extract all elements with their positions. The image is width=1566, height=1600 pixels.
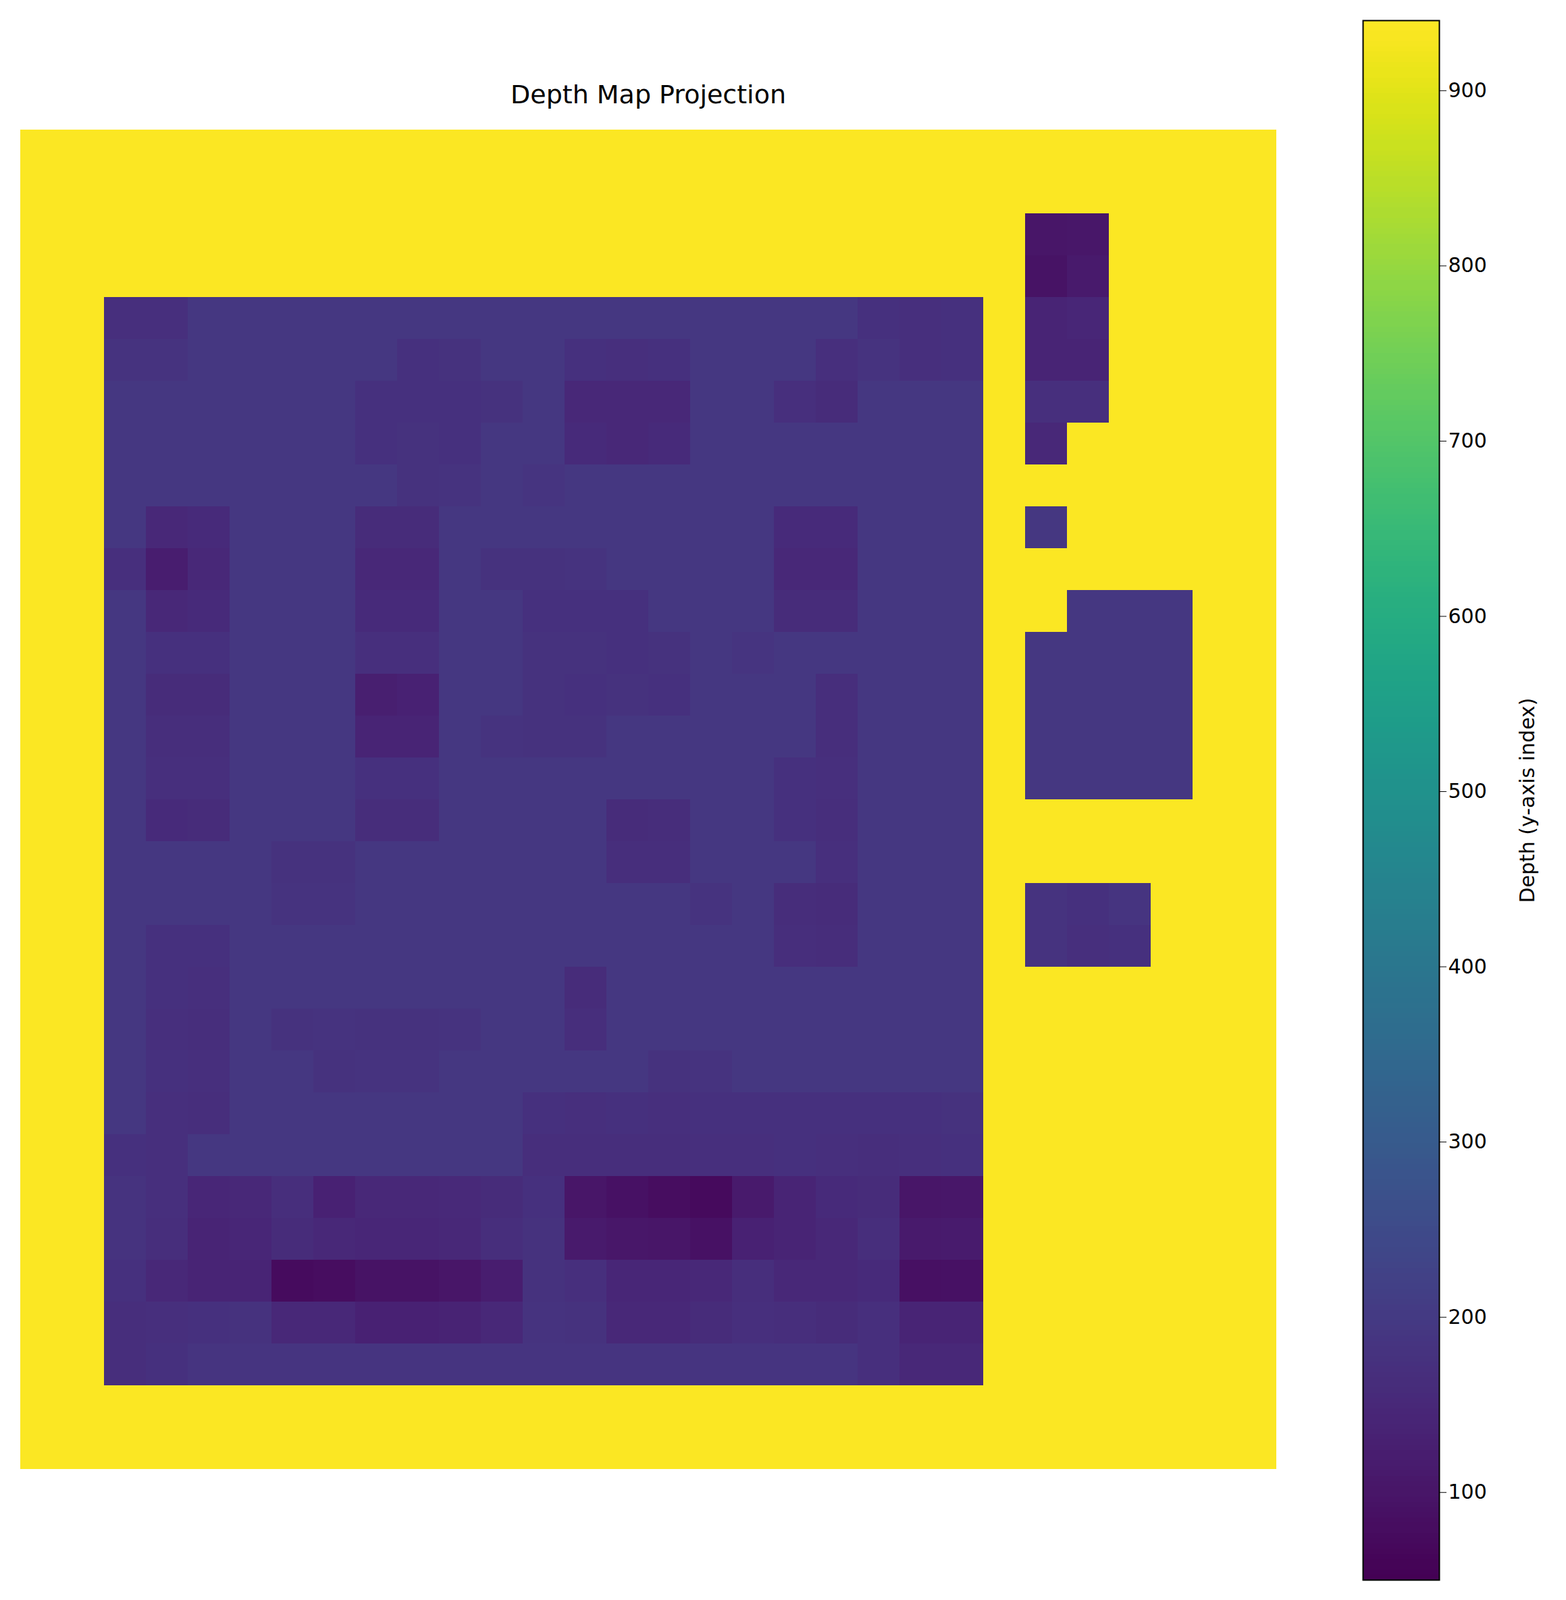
svg-text:300: 300 bbox=[1448, 1129, 1487, 1154]
svg-text:900: 900 bbox=[1448, 78, 1487, 102]
svg-text:200: 200 bbox=[1448, 1305, 1487, 1329]
svg-text:400: 400 bbox=[1448, 954, 1487, 979]
svg-text:700: 700 bbox=[1448, 428, 1487, 453]
svg-text:Depth (y-axis index): Depth (y-axis index) bbox=[1515, 697, 1539, 903]
svg-text:100: 100 bbox=[1448, 1480, 1487, 1504]
svg-text:600: 600 bbox=[1448, 604, 1487, 629]
svg-text:800: 800 bbox=[1448, 253, 1487, 277]
svg-text:500: 500 bbox=[1448, 779, 1487, 803]
html-text:Depth Map Projection: Depth Map Projection bbox=[510, 79, 787, 110]
